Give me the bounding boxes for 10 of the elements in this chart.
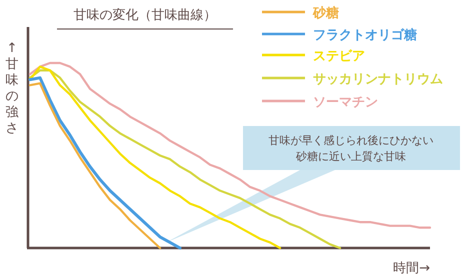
legend-label: ステビア — [313, 49, 365, 64]
y-axis-title: ↑甘味の強さ — [6, 41, 18, 136]
annotation: 砂糖に近い上質な甘味 — [295, 150, 406, 163]
legend-label: フラクトオリゴ糖 — [313, 27, 417, 43]
legend-label: サッカリンナトリウム — [313, 72, 443, 87]
annotation: 甘味が早く感じられ後にひかない — [268, 134, 434, 147]
chart-title: 甘味の変化（甘味曲線） — [74, 7, 216, 23]
legend-label: ソーマチン — [313, 95, 378, 110]
x-axis-title: 時間→ — [393, 261, 430, 276]
legend-label: 砂糖 — [312, 5, 339, 21]
